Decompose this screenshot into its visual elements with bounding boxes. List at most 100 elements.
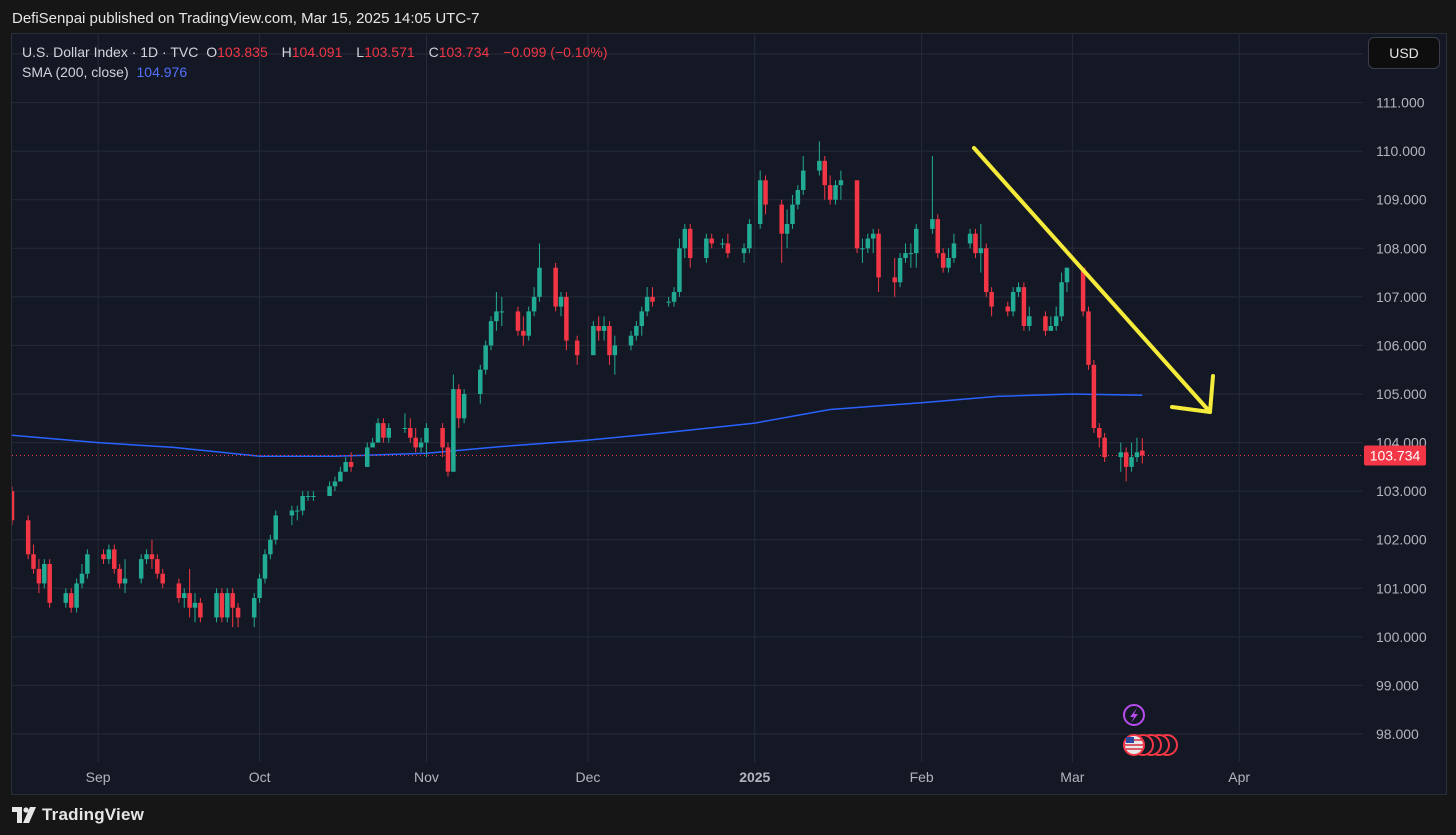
candle-body	[262, 554, 268, 579]
candle	[515, 306, 521, 336]
candle-body	[892, 277, 897, 283]
candle-body	[25, 520, 31, 555]
trend-arrow-shaft[interactable]	[972, 146, 1212, 414]
candle-body	[644, 296, 650, 312]
candle	[478, 364, 483, 404]
candle	[31, 544, 36, 574]
candle	[230, 588, 235, 628]
candle-body	[930, 219, 935, 229]
candle	[553, 262, 558, 312]
candle	[983, 243, 989, 297]
candle-body	[1064, 267, 1070, 283]
candle-body	[634, 326, 639, 336]
candle-body	[155, 559, 160, 574]
candle-body	[257, 578, 262, 598]
x-tick-label: Oct	[249, 769, 271, 785]
candle	[117, 564, 122, 589]
price-chart[interactable]: 98.000 99.000 100.000 101.000 102.000 103.000…	[12, 34, 1446, 794]
candle-body	[47, 564, 52, 603]
candle-body	[381, 423, 386, 438]
candle-body	[1059, 282, 1064, 317]
candle	[677, 238, 682, 297]
tradingview-brand: TradingView	[42, 805, 145, 824]
candle	[1043, 311, 1048, 336]
candle	[564, 292, 569, 351]
sma-layer	[12, 393, 1143, 457]
candle-body	[601, 326, 607, 331]
candle	[106, 544, 112, 564]
candle-body	[671, 292, 677, 302]
candle-body	[424, 428, 429, 443]
candle	[989, 287, 994, 317]
currency-button[interactable]: USD	[1368, 37, 1440, 69]
candle	[112, 544, 117, 574]
x-tick-label: Nov	[414, 769, 439, 785]
event-markers[interactable]	[1123, 704, 1178, 756]
candle	[101, 549, 106, 564]
candle-body	[800, 170, 806, 190]
candle-body	[149, 554, 155, 560]
candle	[741, 243, 747, 263]
time-axis[interactable]: Sep Oct Nov Dec 2025 Feb Mar Apr	[86, 769, 1251, 785]
candle	[558, 292, 564, 317]
last-price-badge-bg	[1364, 445, 1426, 466]
y-tick-label: 99.000	[1376, 677, 1419, 693]
candle-body	[784, 224, 790, 234]
candle	[914, 224, 919, 268]
candle	[262, 549, 268, 584]
candle-body	[375, 423, 381, 443]
candle-body	[876, 233, 881, 278]
candle	[144, 549, 149, 564]
candle-body	[494, 311, 499, 322]
candle-body	[558, 296, 564, 307]
chart-area[interactable]: 98.000 99.000 100.000 101.000 102.000 103.000…	[11, 33, 1447, 795]
candle-body	[117, 568, 122, 584]
y-tick-label: 106.000	[1376, 337, 1427, 353]
candle-body	[1140, 450, 1145, 456]
candle	[870, 228, 876, 254]
candle-body	[36, 568, 42, 584]
candle	[251, 593, 257, 628]
candle-body	[1123, 452, 1129, 467]
us-flag-icon[interactable]	[1123, 734, 1178, 756]
sma-legend[interactable]: SMA (200, close) 104.976	[22, 62, 617, 82]
candle	[817, 141, 822, 176]
candle-body	[198, 602, 203, 618]
y-tick-label: 111.000	[1376, 95, 1425, 111]
candle	[63, 588, 69, 608]
candle-body	[763, 180, 768, 205]
candle-body	[677, 248, 682, 292]
candle	[725, 233, 731, 258]
x-tick-label: Feb	[910, 769, 934, 785]
candle	[747, 219, 752, 254]
publication-header: DefiSenpai published on TradingView.com,…	[0, 0, 1456, 34]
candle	[946, 248, 951, 273]
candle-body	[289, 510, 295, 516]
candle	[930, 156, 935, 234]
candle	[149, 539, 155, 569]
candle-body	[311, 496, 316, 497]
candle-body	[1027, 316, 1032, 326]
candle	[295, 505, 300, 521]
price-axis[interactable]: 98.000 99.000 100.000 101.000 102.000 103.000…	[1376, 46, 1427, 742]
candle	[268, 534, 273, 560]
candle	[483, 340, 488, 375]
candle-body	[908, 253, 914, 255]
candle-body	[1129, 457, 1134, 467]
tradingview-logo[interactable]: TradingView	[12, 804, 144, 826]
candle-body	[903, 253, 908, 258]
candle	[332, 476, 338, 492]
candle	[876, 228, 881, 292]
symbol-name[interactable]: U.S. Dollar Index · 1D · TVC	[22, 44, 199, 60]
candle-body	[1086, 311, 1091, 365]
candle-body	[192, 602, 198, 608]
footer: TradingView	[0, 796, 1456, 835]
x-tick-label: Dec	[575, 769, 600, 785]
x-tick-label: Sep	[86, 769, 111, 785]
candle	[537, 243, 542, 302]
trend-arrow-head[interactable]	[1170, 374, 1215, 414]
candle-body	[300, 496, 305, 511]
lightning-icon[interactable]	[1123, 704, 1145, 726]
candle-body	[499, 311, 505, 313]
candle	[951, 233, 957, 263]
